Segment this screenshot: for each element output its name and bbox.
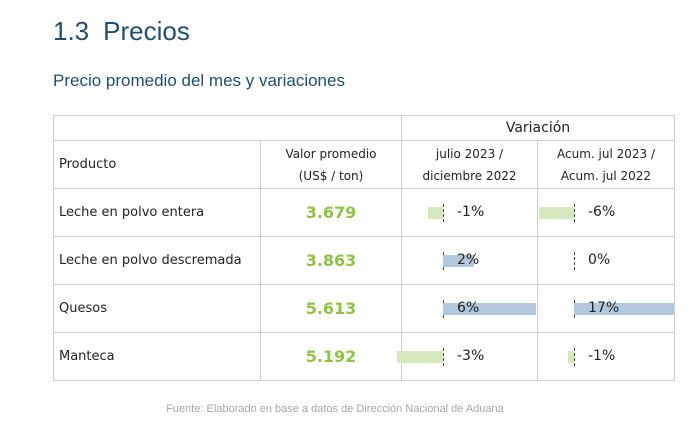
var1-cell: 2% [401, 236, 538, 285]
var1-cell: -3% [396, 332, 538, 381]
table-row: Leche en polvo descremada 3.863 2% 0% [53, 236, 676, 285]
section-name: Precios [103, 16, 190, 46]
var1-cell: -1% [401, 188, 538, 237]
value-header-line1: Valor promedio [285, 146, 377, 161]
variation-label: -6% [588, 204, 616, 220]
variation-bar [538, 207, 574, 219]
average-value: 3.863 [260, 236, 402, 285]
section-number: 1.3 [53, 16, 90, 46]
product-name: Manteca [53, 332, 261, 381]
value-column-header: Valor promedio (US$ / ton) [260, 140, 402, 189]
empty-header-cell [53, 115, 402, 141]
table-row: Leche en polvo entera 3.679 -1% -6% [53, 188, 676, 237]
variation-bar [443, 303, 536, 315]
product-name: Leche en polvo descremada [53, 236, 261, 285]
var1-column-header: julio 2023 / diciembre 2022 [401, 140, 538, 189]
section-title: 1.3 Precios [53, 16, 190, 47]
variation-label: 17% [588, 300, 620, 316]
variation-bar [443, 255, 474, 267]
subtitle: Precio promedio del mes y variaciones [53, 71, 345, 90]
value-header-line2: (US$ / ton) [298, 168, 364, 183]
variation-bar [396, 351, 443, 363]
var2-header-line1: Acum. jul 2023 / [557, 146, 656, 161]
average-value: 3.679 [260, 188, 402, 237]
var2-header-line2: Acum. jul 2022 [560, 168, 652, 183]
variation-header: Variación [400, 115, 676, 141]
var1-header-line1: julio 2023 / [435, 146, 504, 161]
prices-table: Variación Producto Valor promedio (US$ /… [53, 115, 676, 381]
variation-bar [574, 303, 675, 315]
variation-bar [568, 351, 574, 363]
var2-column-header: Acum. jul 2023 / Acum. jul 2022 [536, 140, 676, 189]
product-name: Leche en polvo entera [53, 188, 261, 237]
variation-label: -1% [457, 204, 485, 220]
variation-label: 0% [588, 252, 611, 268]
var2-cell: -1% [536, 332, 676, 381]
var2-cell: 17% [536, 284, 676, 333]
variation-label: -1% [588, 348, 616, 364]
var2-cell: 0% [536, 236, 676, 285]
table-row: Quesos 5.613 6% 17% [53, 284, 676, 333]
var1-cell: 6% [401, 284, 538, 333]
bar-axis [443, 348, 444, 366]
average-value: 5.192 [260, 332, 402, 381]
bar-axis [443, 204, 444, 222]
variation-label: -3% [457, 348, 485, 364]
variation-label: 6% [457, 300, 480, 316]
var2-cell: -6% [536, 188, 676, 237]
table-row: Manteca 5.192 -3% -1% [53, 332, 676, 381]
average-value: 5.613 [260, 284, 402, 333]
variation-bar [427, 207, 443, 219]
bar-axis [574, 252, 575, 270]
product-column-header: Producto [53, 140, 261, 189]
var1-header-line2: diciembre 2022 [422, 168, 517, 183]
source-note: Fuente: Elaborado en base a datos de Dir… [166, 403, 504, 415]
product-name: Quesos [53, 284, 261, 333]
bar-axis [574, 204, 575, 222]
variation-label: 2% [457, 252, 480, 268]
bar-axis [574, 348, 575, 366]
